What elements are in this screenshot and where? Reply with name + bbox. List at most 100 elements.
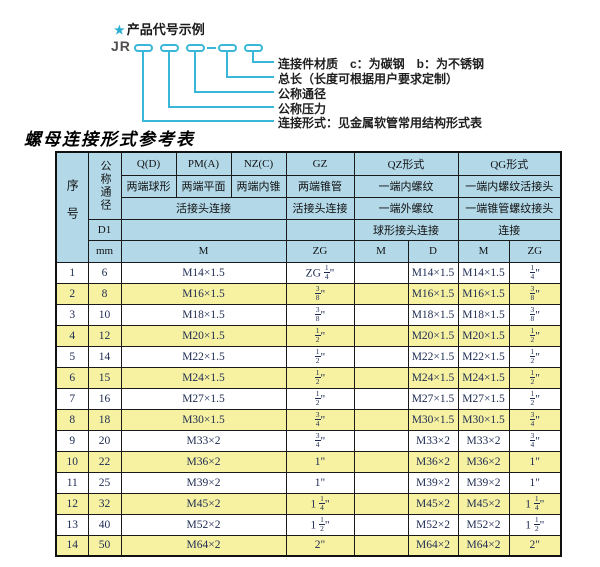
cell-seq: 5 xyxy=(55,345,89,368)
header-zg-qg: ZG xyxy=(508,239,562,263)
table-row: 12 32 M45×2 1 1 4 " M45×2 M45×2 1 1 4 " xyxy=(55,492,562,515)
cell-m: M45×2 xyxy=(120,492,287,515)
cell-m: M18×1.5 xyxy=(120,303,287,326)
cell-seq: 10 xyxy=(55,450,89,473)
diagram-label-length: 总长（长度可根据用户要求定制） xyxy=(278,72,459,86)
header-spherical-joint: 球形接头连接 xyxy=(353,218,459,241)
header-d1: D1 xyxy=(87,218,122,241)
cell-zg-gz: 1 1 4 " xyxy=(285,492,355,515)
header-mm: mm xyxy=(87,239,122,263)
cell-seq: 2 xyxy=(55,282,89,305)
connector-line xyxy=(142,52,144,121)
product-code-prefix: JR xyxy=(111,38,131,54)
diagram-label-connection: 连接形式：见金属软管常用结构形式表 xyxy=(278,116,483,130)
cell-zg-gz: ZG 1 4 " xyxy=(285,261,355,284)
header-seq: 序号 xyxy=(55,151,89,263)
cell-seq: 3 xyxy=(55,303,89,326)
connector-line xyxy=(168,52,170,107)
cell-dn: 25 xyxy=(87,471,122,494)
cell-m: M39×2 xyxy=(120,471,287,494)
cell-seq: 8 xyxy=(55,408,89,431)
connector-line xyxy=(168,106,274,108)
cell-qz-m xyxy=(353,261,409,284)
header-desc-qz: 一端内螺纹 xyxy=(353,174,459,198)
table-row: 1 6 M14×1.5 ZG 1 4 " M14×1.5 M14×1.5 1 4 " xyxy=(55,261,562,284)
cell-qg-zg: 1 1 4 " xyxy=(508,492,562,515)
header-desc-qg: 一端内螺纹活接头 xyxy=(457,174,562,198)
cell-qg-zg: 1 4 " xyxy=(508,261,562,284)
nut-connection-table: 序号 公称通径 Q(D) PM(A) NZ(C) GZ QZ形式 QG形式 两端… xyxy=(55,151,563,557)
cell-qg-zg: 3 4 " xyxy=(508,429,562,452)
cell-seq: 12 xyxy=(55,492,89,515)
header-form-qz: QZ形式 xyxy=(353,151,459,176)
cell-dn: 6 xyxy=(87,261,122,284)
header-taper-thread-joint: 一端锥管螺纹接头 xyxy=(457,196,562,220)
cell-qz-d: M36×2 xyxy=(407,450,459,473)
header-empty xyxy=(120,218,287,241)
cell-dn: 50 xyxy=(87,534,122,557)
cell-qz-m xyxy=(353,324,409,347)
cell-seq: 9 xyxy=(55,429,89,452)
cell-qg-zg: 1 2 " xyxy=(508,387,562,410)
cell-qz-d: M24×1.5 xyxy=(407,366,459,389)
cell-qg-zg: 1 2 " xyxy=(508,345,562,368)
diagram-label-pressure: 公称压力 xyxy=(278,102,327,116)
cell-m: M22×1.5 xyxy=(120,345,287,368)
header-form-qg: QG形式 xyxy=(457,151,562,176)
header-union-connection-gz: 活接头连接 xyxy=(285,196,355,220)
cell-qz-d: M39×2 xyxy=(407,471,459,494)
cell-zg-gz: 1 2 " xyxy=(285,324,355,347)
connector-line xyxy=(142,120,274,122)
cell-zg-gz: 1 2 " xyxy=(285,366,355,389)
table-row: 13 40 M52×2 1 1 2 " M52×2 M52×2 1 1 2 " xyxy=(55,513,562,536)
table-row: 10 22 M36×2 1" M36×2 M36×2 1" xyxy=(55,450,562,473)
cell-qz-m xyxy=(353,366,409,389)
cell-seq: 13 xyxy=(55,513,89,536)
cell-m: M30×1.5 xyxy=(120,408,287,431)
header-m-qg: M xyxy=(457,239,510,263)
cell-qg-m: M20×1.5 xyxy=(457,324,510,347)
header-form-qd: Q(D) xyxy=(120,151,177,176)
cell-qg-m: M64×2 xyxy=(457,534,510,557)
cell-dn: 8 xyxy=(87,282,122,305)
cell-qg-m: M27×1.5 xyxy=(457,387,510,410)
header-desc-gz: 两端锥管 xyxy=(285,174,355,198)
cell-qz-d: M27×1.5 xyxy=(407,387,459,410)
cell-qz-m xyxy=(353,408,409,431)
cell-zg-gz: 3 4 " xyxy=(285,408,355,431)
cell-qz-m xyxy=(353,492,409,515)
cell-zg-gz: 3 8 " xyxy=(285,282,355,305)
cell-dn: 32 xyxy=(87,492,122,515)
table-title: 螺母连接形式参考表 xyxy=(24,130,195,149)
cell-dn: 15 xyxy=(87,366,122,389)
cell-qz-d: M14×1.5 xyxy=(407,261,459,284)
header-m-merged: M xyxy=(120,239,287,263)
header-external-thread: 一端外螺纹 xyxy=(353,196,459,220)
cell-qz-m xyxy=(353,429,409,452)
cell-seq: 7 xyxy=(55,387,89,410)
cell-qz-m xyxy=(353,471,409,494)
cell-seq: 6 xyxy=(55,366,89,389)
diagram-label-diameter: 公称通径 xyxy=(278,87,327,101)
cell-qz-m xyxy=(353,534,409,557)
code-box-1 xyxy=(134,44,153,52)
cell-seq: 1 xyxy=(55,261,89,284)
cell-qg-zg: 1" xyxy=(508,471,562,494)
cell-qg-zg: 1" xyxy=(508,450,562,473)
cell-qg-zg: 3 8 " xyxy=(508,282,562,305)
connector-line xyxy=(194,52,196,92)
table-row: 2 8 M16×1.5 3 8 " M16×1.5 M16×1.5 3 8 " xyxy=(55,282,562,305)
cell-dn: 40 xyxy=(87,513,122,536)
table-row: 8 18 M30×1.5 3 4 " M30×1.5 M30×1.5 3 4 " xyxy=(55,408,562,431)
cell-dn: 14 xyxy=(87,345,122,368)
cell-qg-zg: 1 1 2 " xyxy=(508,513,562,536)
connector-line xyxy=(226,52,228,77)
cell-qz-d: M20×1.5 xyxy=(407,324,459,347)
table-row: 4 12 M20×1.5 1 2 " M20×1.5 M20×1.5 1 2 " xyxy=(55,324,562,347)
cell-qz-d: M52×2 xyxy=(407,513,459,536)
cell-zg-gz: 2" xyxy=(285,534,355,557)
cell-dn: 16 xyxy=(87,387,122,410)
table-row: 7 16 M27×1.5 1 2 " M27×1.5 M27×1.5 1 2 " xyxy=(55,387,562,410)
cell-qz-m xyxy=(353,303,409,326)
